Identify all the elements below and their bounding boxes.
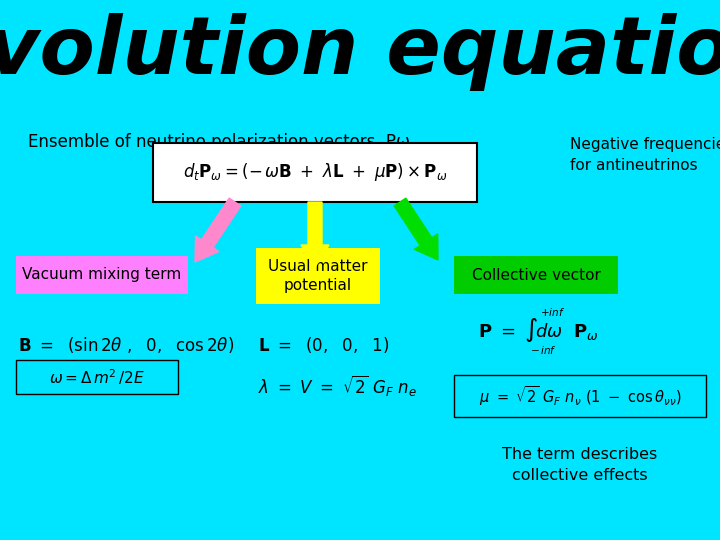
- Text: Usual matter
potential: Usual matter potential: [269, 259, 368, 293]
- FancyBboxPatch shape: [256, 248, 380, 304]
- Text: $d_t\mathbf{P}_\omega =(-\,\omega\mathbf{B}\ +\ \lambda\mathbf{L}\ +\ \mu\mathbf: $d_t\mathbf{P}_\omega =(-\,\omega\mathbf…: [183, 161, 447, 183]
- Text: $\lambda\ =\ V\ =\ \sqrt{2}\ G_F\ n_e$: $\lambda\ =\ V\ =\ \sqrt{2}\ G_F\ n_e$: [258, 373, 417, 397]
- FancyArrow shape: [195, 198, 240, 262]
- Text: The term describes
collective effects: The term describes collective effects: [503, 447, 657, 483]
- Text: $\mu\ =\ \sqrt{2}\ G_F\ n_\nu\ (1\ -\ \cos\theta_{\nu\nu})$: $\mu\ =\ \sqrt{2}\ G_F\ n_\nu\ (1\ -\ \c…: [479, 384, 681, 408]
- FancyBboxPatch shape: [454, 375, 706, 417]
- Text: $-\,inf$: $-\,inf$: [530, 344, 557, 356]
- Text: Ensemble of neutrino polarization vectors  Pω: Ensemble of neutrino polarization vector…: [28, 133, 410, 151]
- Text: $\mathbf{L}\ =\ \ (0,\ \ 0,\ \ 1)$: $\mathbf{L}\ =\ \ (0,\ \ 0,\ \ 1)$: [258, 335, 389, 355]
- FancyBboxPatch shape: [16, 360, 178, 394]
- FancyArrow shape: [394, 198, 438, 260]
- Text: $+inf$: $+inf$: [540, 306, 565, 318]
- Text: Evolution equation: Evolution equation: [0, 13, 720, 91]
- Text: Collective vector: Collective vector: [472, 267, 600, 282]
- FancyArrow shape: [301, 202, 329, 267]
- Text: $\mathbf{P}\ =\ \int\! d\omega\ \ \mathbf{P}_\omega$: $\mathbf{P}\ =\ \int\! d\omega\ \ \mathb…: [478, 316, 599, 344]
- Text: $\omega = \Delta\, m^2\, /2E$: $\omega = \Delta\, m^2\, /2E$: [49, 367, 145, 387]
- Text: Vacuum mixing term: Vacuum mixing term: [22, 267, 181, 282]
- Text: $\mathbf{B}\ =\ \ (\sin 2\theta\ ,\ \ 0,\ \ \cos 2\theta)$: $\mathbf{B}\ =\ \ (\sin 2\theta\ ,\ \ 0,…: [18, 335, 234, 355]
- FancyBboxPatch shape: [454, 256, 618, 294]
- Text: Negative frequencies
for antineutrinos: Negative frequencies for antineutrinos: [570, 137, 720, 173]
- FancyBboxPatch shape: [153, 143, 477, 202]
- FancyBboxPatch shape: [16, 256, 188, 294]
